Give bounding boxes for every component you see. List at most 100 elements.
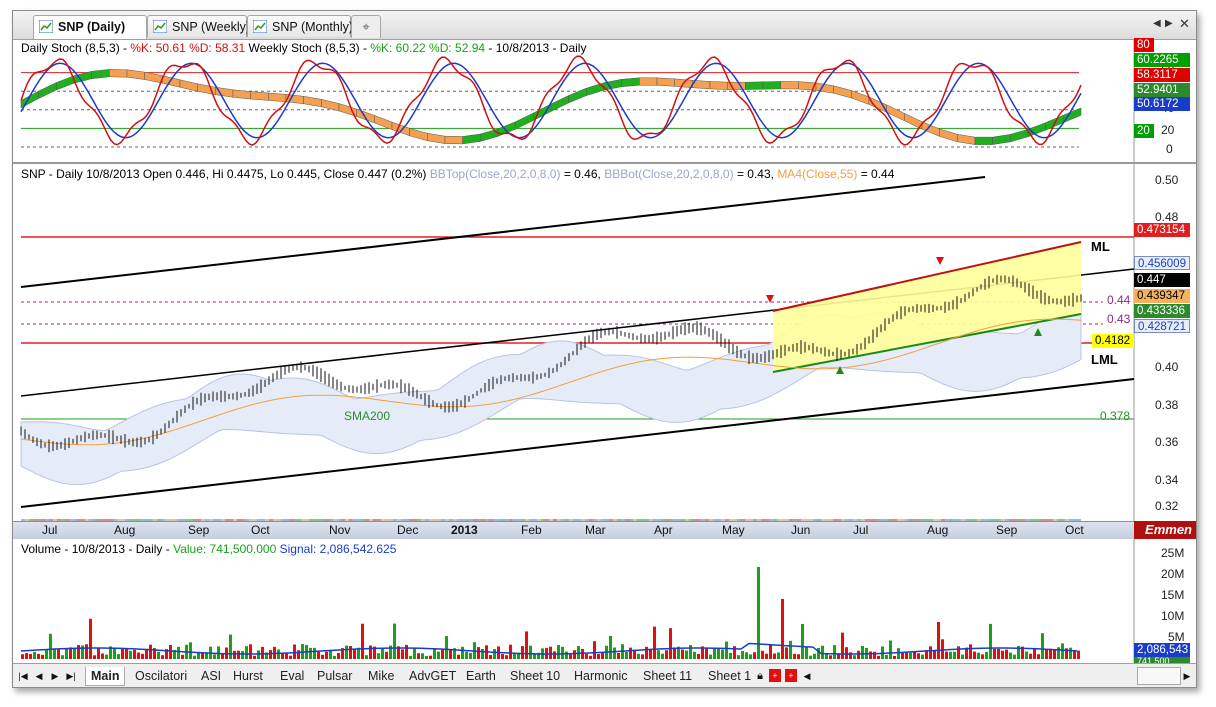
sheet-tab[interactable]: Mike [368, 669, 395, 683]
scroll-right-icon[interactable]: ▶ [1183, 671, 1191, 681]
volume-bar [1037, 654, 1040, 659]
volume-bar [917, 653, 920, 659]
weekly-stoch-band [833, 85, 852, 99]
volume-bar [837, 654, 840, 659]
weekly-stoch-band [179, 79, 198, 92]
volume-bar [633, 649, 636, 659]
sheet-tab[interactable]: Oscilatori [135, 669, 188, 683]
sheet-tab[interactable]: Sheet 11 [643, 669, 693, 683]
volume-bar [293, 644, 296, 659]
price-axis-label: 0.50 [1155, 173, 1179, 187]
volume-bar [105, 654, 108, 659]
weekly-stoch-band [974, 136, 993, 145]
volume-bar [677, 646, 680, 659]
volume-bar [913, 651, 916, 659]
prev-sheet-icon[interactable]: ◀ [35, 671, 43, 681]
volume-bar [965, 647, 968, 659]
weekly-d-value: %D: 52.94 [429, 41, 486, 55]
volume-bar [141, 653, 144, 659]
tab-scroll-left-icon[interactable]: ◀ [1153, 18, 1161, 29]
volume-bar [1013, 654, 1016, 659]
weekly-stoch-band [126, 69, 145, 80]
volume-bar [309, 647, 312, 659]
volume-bar [769, 644, 772, 659]
volume-bar [1061, 643, 1064, 659]
volume-bar [737, 655, 740, 659]
tab-snp-monthly[interactable]: SNP (Monthly) [247, 15, 353, 37]
volume-bar [221, 653, 224, 659]
sheet-add-icon[interactable]: + [785, 669, 797, 682]
volume-bar [685, 650, 688, 659]
next-sheet-icon[interactable]: ▶ [51, 671, 59, 681]
buy-marker-icon [836, 366, 844, 374]
scroll-left-icon[interactable]: ◀ [803, 671, 811, 681]
volume-bar [1021, 646, 1024, 659]
volume-bar [781, 599, 784, 659]
price-legend: SNP - Daily 10/8/2013 Open 0.446, Hi 0.4… [21, 167, 895, 181]
volume-bar [909, 652, 912, 659]
volume-bar [265, 652, 268, 659]
month-label: Jul [42, 523, 58, 537]
volume-bar [1049, 648, 1052, 659]
sheet-tab[interactable]: Harmonic [574, 669, 628, 683]
lock-icon[interactable]: 🔒︎ [757, 670, 763, 682]
volume-bar [725, 641, 728, 659]
volume-axis-label: 20M [1161, 567, 1185, 581]
volume-bar [357, 647, 360, 659]
sheet-tab[interactable]: Sheet 1 [708, 669, 752, 683]
chart-icon [253, 20, 267, 33]
volume-bar [165, 649, 168, 659]
volume-bar [49, 633, 52, 659]
tab-scroll-right-icon[interactable]: ▶ [1165, 18, 1173, 29]
volume-bar [89, 618, 92, 659]
last-sheet-icon[interactable]: ▶| [66, 671, 76, 681]
sheet-tab[interactable]: Hurst [233, 669, 263, 683]
last-price-box: 0.447 [1134, 273, 1190, 287]
volume-bar [829, 655, 832, 659]
volume-bar [797, 654, 800, 659]
sheet-tab[interactable]: Pulsar [317, 669, 353, 683]
volume-bar [249, 644, 252, 659]
volume-bar [641, 654, 644, 659]
month-label: Sep [188, 523, 210, 537]
month-label: Apr [654, 523, 673, 537]
weekly-stoch-band [109, 69, 128, 78]
volume-bar [705, 648, 708, 659]
sheet-tab[interactable]: ASI [201, 669, 222, 683]
volume-value-box: 741,500 [1134, 657, 1190, 663]
weekly-stoch-band [462, 133, 481, 145]
weekly-stoch-band [745, 81, 764, 90]
volume-bar [861, 646, 864, 659]
volume-bar [869, 651, 872, 659]
volume-bar [597, 654, 600, 659]
sheet-star-icon[interactable]: + [769, 669, 781, 682]
volume-bar [29, 654, 32, 659]
volume-bar [37, 653, 40, 659]
sheet-tab-main[interactable]: Main [85, 667, 126, 686]
new-tab-button[interactable]: ⌖ [351, 15, 381, 38]
time-axis[interactable]: Jul Aug Sep Oct Nov Dec 2013 Feb Mar Apr… [13, 521, 1134, 539]
tab-snp-daily[interactable]: SNP (Daily) [33, 15, 147, 39]
weekly-stoch-band [321, 98, 340, 112]
weekly-stoch-band [815, 82, 834, 94]
horizontal-scrollbar[interactable] [1137, 667, 1181, 685]
sheet-tab[interactable]: Eval [280, 669, 305, 683]
sheet-tab[interactable]: Earth [466, 669, 496, 683]
volume-bar [97, 648, 100, 659]
first-sheet-icon[interactable]: |◀ [18, 671, 28, 681]
sheet-tab[interactable]: AdvGET [409, 669, 457, 683]
stoch-d-value: %D: 58.31 [189, 41, 246, 55]
sheet-tab[interactable]: Sheet 10 [510, 669, 561, 683]
volume-bar [389, 645, 392, 659]
close-icon[interactable]: ✕ [1179, 16, 1190, 31]
volume-bar [577, 646, 580, 659]
chart-canvas[interactable] [13, 39, 1196, 663]
volume-bar [617, 653, 620, 659]
price-axis-label: 0.40 [1155, 360, 1179, 374]
weekly-stoch-band [886, 104, 905, 122]
volume-bar [997, 648, 1000, 659]
volume-bar [1057, 647, 1060, 659]
month-label: Oct [251, 523, 270, 537]
tab-snp-weekly[interactable]: SNP (Weekly) [147, 15, 250, 37]
volume-bar [125, 648, 128, 659]
